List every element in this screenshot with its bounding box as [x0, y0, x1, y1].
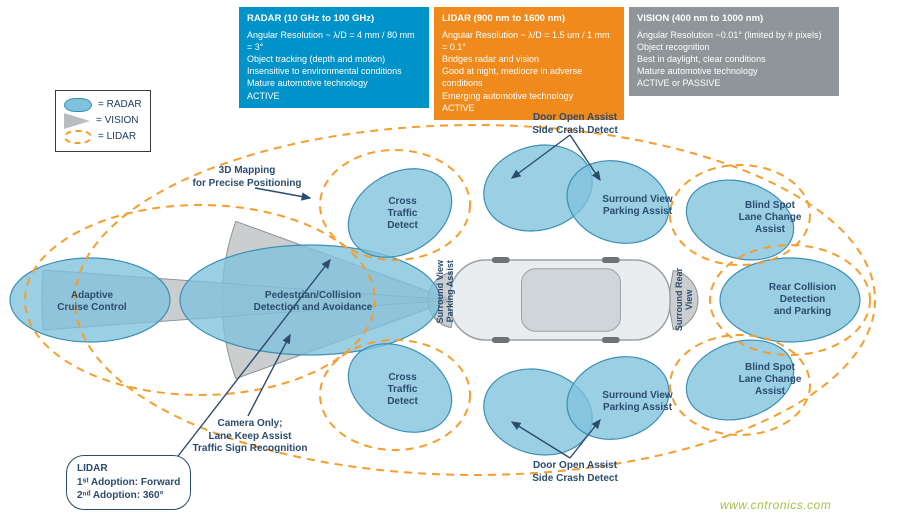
info-title: VISION (400 nm to 1000 nm): [637, 13, 831, 26]
vision-swatch: [64, 113, 90, 129]
legend-label: = RADAR: [98, 97, 142, 113]
info-box-radar: RADAR (10 GHz to 100 GHz) Angular Resolut…: [239, 7, 429, 108]
feature-pcda: Pedestrian/CollisionDetection and Avoida…: [238, 290, 388, 314]
info-box-lidar: LIDAR (900 nm to 1600 nm) Angular Resolut…: [434, 7, 624, 120]
lidar-adopt-line: 2ⁿᵈ Adoption: 360°: [77, 489, 180, 503]
diagram-stage: = RADAR= VISION= LIDAR RADAR (10 GHz to …: [0, 0, 900, 519]
callout-door_bot: Door Open AssistSide Crash Detect: [505, 460, 645, 485]
info-title: LIDAR (900 nm to 1600 nm): [442, 13, 616, 26]
legend-label: = LIDAR: [98, 129, 136, 145]
info-line: Best in daylight, clear conditions: [637, 53, 831, 65]
vlabel-sv_front_v: Surround ViewParking Assist: [436, 260, 456, 323]
info-line: Insensitive to environmental conditions: [247, 65, 421, 77]
radar-swatch: [64, 98, 92, 112]
feature-sv_t: Surround ViewParking Assist: [590, 194, 685, 218]
vlabel-sv_rear_v: Surround RearView: [675, 268, 695, 331]
info-box-vision: VISION (400 nm to 1000 nm) Angular Resolu…: [629, 7, 839, 96]
feature-sv_b: Surround ViewParking Assist: [590, 390, 685, 414]
info-line: Good at night, mediocre in adverse condi…: [442, 65, 616, 89]
callout-door_top: Door Open AssistSide Crash Detect: [505, 112, 645, 137]
info-line: Mature automotive technology: [247, 77, 421, 89]
info-line: Emerging automotive technology: [442, 90, 616, 102]
legend-label: = VISION: [96, 113, 139, 129]
lidar-adopt-line: LIDAR: [77, 462, 180, 476]
info-line: ACTIVE: [247, 90, 421, 102]
legend-box: = RADAR= VISION= LIDAR: [55, 90, 151, 152]
info-title: RADAR (10 GHz to 100 GHz): [247, 13, 421, 26]
feature-ctd_b: CrossTrafficDetect: [370, 372, 435, 408]
info-line: Angular Resolution ~ λ/D = 4 mm / 80 mm …: [247, 29, 421, 53]
feature-ctd_t: CrossTrafficDetect: [370, 196, 435, 232]
info-line: ACTIVE or PASSIVE: [637, 77, 831, 89]
feature-acc: AdaptiveCruise Control: [52, 290, 132, 314]
lidar-swatch: [64, 130, 92, 144]
feature-rear: Rear CollisionDetectionand Parking: [755, 282, 850, 318]
info-line: Mature automotive technology: [637, 65, 831, 77]
feature-bsd_t: Blind SpotLane ChangeAssist: [725, 200, 815, 236]
info-line: Angular Resolution ~ λ/D = 1.5 um / 1 mm…: [442, 29, 616, 53]
watermark: www.cntronics.com: [720, 498, 831, 512]
info-line: Object tracking (depth and motion): [247, 53, 421, 65]
lidar-adopt-line: 1ˢᵗ Adoption: Forward: [77, 476, 180, 490]
legend-item-radar: = RADAR: [64, 97, 142, 113]
lidar-adoption-box: LIDAR1ˢᵗ Adoption: Forward2ⁿᵈ Adoption: …: [66, 455, 191, 510]
info-line: Object recognition: [637, 41, 831, 53]
info-line: Bridges radar and vision: [442, 53, 616, 65]
callout-camera: Camera Only;Lane Keep AssistTraffic Sign…: [170, 418, 330, 456]
callout-map3d: 3D Mappingfor Precise Positioning: [172, 165, 322, 190]
legend-item-vision: = VISION: [64, 113, 142, 129]
feature-bsd_b: Blind SpotLane ChangeAssist: [725, 362, 815, 398]
info-line: Angular Resolution ~0.01° (limited by # …: [637, 29, 831, 41]
legend-item-lidar: = LIDAR: [64, 129, 142, 145]
